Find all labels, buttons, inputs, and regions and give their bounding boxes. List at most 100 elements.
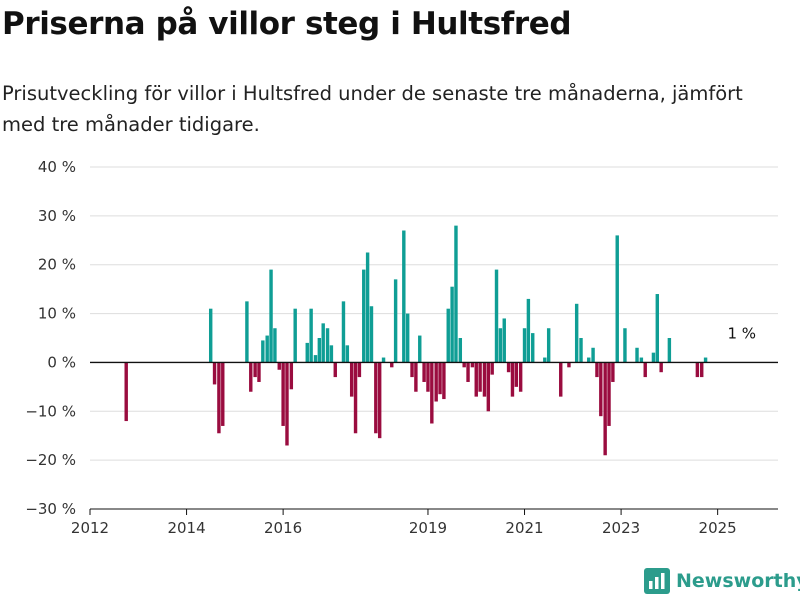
bar	[703, 357, 708, 363]
bar	[329, 345, 334, 363]
bar	[430, 362, 434, 424]
bar	[357, 362, 362, 378]
bar	[466, 362, 470, 382]
latest-value-label: 1 %	[728, 325, 757, 343]
bar	[362, 269, 366, 363]
bar	[369, 306, 374, 363]
bar	[559, 362, 563, 397]
bar	[249, 362, 253, 392]
bar	[442, 362, 446, 400]
bar	[217, 362, 221, 434]
bar	[221, 362, 225, 426]
bar	[498, 328, 503, 363]
bar	[486, 362, 491, 412]
x-tick-label: 2019	[409, 519, 447, 537]
bar	[422, 362, 426, 382]
bar	[317, 338, 322, 363]
bar	[478, 362, 482, 392]
bar	[587, 357, 591, 363]
y-tick-label: 0 %	[47, 353, 76, 371]
bar	[522, 328, 527, 363]
bar	[289, 362, 294, 390]
bar	[273, 328, 277, 363]
bar	[245, 301, 249, 363]
bar	[514, 362, 519, 387]
bar	[667, 338, 672, 363]
x-tick-label: 2012	[71, 519, 109, 537]
chart-subtitle: Prisutveckling för villor i Hultsfred un…	[2, 82, 743, 136]
newsworthy-logo: Newsworthy	[644, 568, 800, 594]
bar	[377, 362, 382, 439]
bar	[349, 362, 354, 397]
bar	[462, 362, 466, 368]
bar	[615, 235, 619, 363]
bar	[374, 362, 378, 434]
y-tick-label: 10 %	[38, 305, 76, 323]
bar	[393, 279, 398, 363]
bar	[414, 362, 418, 392]
bar	[434, 362, 438, 402]
bar	[506, 362, 511, 373]
bar	[353, 362, 358, 434]
axes	[89, 361, 778, 515]
bar	[651, 352, 656, 363]
bar	[257, 362, 261, 382]
bar	[490, 362, 494, 375]
bar	[623, 328, 627, 363]
x-tick-label: 2021	[505, 519, 543, 537]
bar	[365, 252, 370, 363]
bar	[518, 362, 523, 392]
bar	[325, 328, 330, 363]
bar	[269, 269, 273, 363]
bar	[124, 362, 128, 422]
bar	[531, 333, 535, 363]
bar	[309, 308, 313, 363]
bar	[285, 362, 289, 446]
bar	[635, 347, 639, 363]
bar	[321, 323, 325, 363]
tick-labels: −30 % −20 % −10 % 0 % 10 % 20 % 30 % 40 % 2012 20…	[25, 158, 756, 537]
bar	[603, 362, 607, 456]
bar	[454, 225, 458, 363]
x-tick-label: 2014	[167, 519, 205, 537]
bar	[305, 342, 309, 363]
bar	[607, 362, 611, 426]
chart-title: Priserna på villor steg i Hultsfred	[2, 6, 572, 42]
bar	[418, 335, 422, 363]
bar	[402, 230, 406, 363]
bar	[212, 362, 217, 385]
y-tick-label: 20 %	[38, 256, 76, 274]
bars	[124, 225, 708, 456]
bar	[526, 298, 531, 363]
bar	[567, 362, 571, 368]
y-tick-label: 40 %	[38, 158, 76, 176]
bar	[341, 301, 346, 363]
bar	[494, 269, 499, 363]
gridlines	[90, 166, 778, 461]
y-tick-label: −10 %	[25, 402, 76, 420]
bar	[695, 362, 700, 378]
bar	[700, 362, 704, 378]
bar	[482, 362, 487, 397]
bar	[579, 338, 583, 363]
bar	[426, 362, 430, 392]
bar	[595, 362, 599, 378]
bar	[313, 355, 318, 363]
bar	[655, 294, 660, 363]
bar	[574, 303, 579, 363]
bar	[659, 362, 663, 373]
bar	[643, 362, 647, 378]
bar	[450, 286, 454, 363]
bar	[265, 335, 269, 363]
bar	[591, 347, 595, 363]
bar	[438, 362, 442, 395]
bar	[390, 362, 394, 368]
bar	[333, 362, 337, 378]
bar	[293, 308, 297, 363]
bar	[281, 362, 285, 426]
bar	[261, 340, 265, 363]
bar	[639, 357, 644, 363]
bar-chart-logo-icon	[644, 568, 670, 594]
bar	[381, 357, 386, 363]
